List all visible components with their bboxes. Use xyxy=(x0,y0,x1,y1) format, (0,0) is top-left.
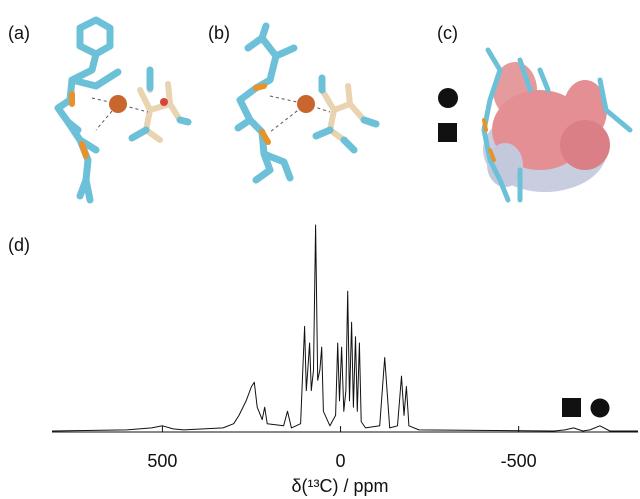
marker-square xyxy=(438,123,457,142)
spectrum-line xyxy=(52,225,638,431)
molecule-a xyxy=(58,20,188,200)
marker-square xyxy=(562,398,581,417)
x-tick-label: 500 xyxy=(147,451,177,471)
panel-label: (d) xyxy=(8,235,30,255)
figure: (a) (b) (c) (d) δ(¹³C) xyxy=(0,0,640,499)
marker-circle xyxy=(438,88,458,108)
panel-label: (c) xyxy=(437,23,458,43)
panel-label: (b) xyxy=(208,23,230,43)
x-tick-label: 0 xyxy=(336,451,346,471)
orbital-c xyxy=(483,50,630,200)
molecule-b xyxy=(238,26,376,180)
panel-label: (a) xyxy=(8,23,30,43)
x-tick-label: -500 xyxy=(501,451,537,471)
marker-circle xyxy=(591,399,610,418)
x-axis-label: δ(¹³C) / ppm xyxy=(291,476,388,496)
